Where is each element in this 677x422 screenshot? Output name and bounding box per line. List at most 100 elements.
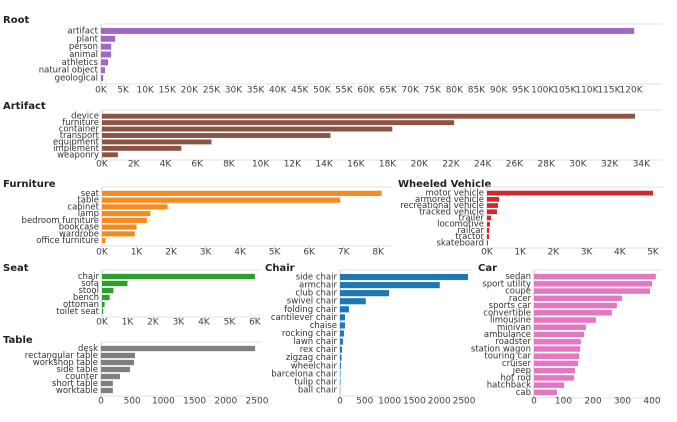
category-label: person <box>69 42 98 52</box>
category-label: tulip chair <box>294 377 337 387</box>
x-tick-label: 95K <box>512 86 530 96</box>
bar <box>102 126 393 132</box>
x-tick-label: 55K <box>335 86 353 96</box>
x-tick-label: 32K <box>601 160 619 170</box>
bar <box>102 231 135 237</box>
panel-title: Seat <box>3 263 29 274</box>
bar <box>487 209 497 215</box>
bar <box>534 288 650 294</box>
bar <box>102 204 168 210</box>
bar <box>101 359 135 366</box>
category-label: athletics <box>62 58 99 68</box>
bar <box>101 387 113 394</box>
x-tick-label: 25K <box>203 86 221 96</box>
panel-title: Chair <box>265 263 295 274</box>
x-tick-label: 100 <box>555 397 572 407</box>
x-tick-label: 6K <box>191 160 204 170</box>
category-label: trailer <box>459 214 485 224</box>
bar <box>340 338 343 345</box>
category-label: artifact <box>67 26 98 36</box>
x-tick-label: 500 <box>124 397 141 407</box>
bar <box>101 345 256 352</box>
x-tick-label: 2K <box>147 318 160 328</box>
x-tick-label: 24K <box>474 160 492 170</box>
bar <box>534 331 585 338</box>
category-label: workshop table <box>33 358 98 368</box>
x-tick-label: 40K <box>269 86 287 96</box>
category-label: sofa <box>81 279 99 289</box>
bar <box>534 338 581 345</box>
x-tick-label: 400 <box>643 397 660 407</box>
bar <box>534 367 575 374</box>
x-tick-label: 5K <box>117 86 130 96</box>
category-label: ambulance <box>484 330 531 340</box>
category-label: side chair <box>296 273 338 283</box>
bar <box>102 224 137 230</box>
category-label: jeep <box>512 366 531 376</box>
x-tick-label: 1K <box>514 248 527 258</box>
category-label: hatchback <box>487 381 531 391</box>
category-label: railcar <box>457 226 484 236</box>
x-tick-label: 45K <box>291 86 309 96</box>
x-tick-label: 0K <box>96 160 109 170</box>
x-tick-label: 0K <box>95 86 108 96</box>
x-tick-label: 120K <box>620 86 644 96</box>
bar <box>102 139 212 145</box>
x-tick-label: 8K <box>223 160 236 170</box>
bar <box>487 234 489 240</box>
bar <box>340 314 345 321</box>
bar <box>534 353 580 359</box>
bar <box>340 306 349 313</box>
category-label: armored vehicle <box>415 195 484 205</box>
x-tick-label: 200 <box>584 397 601 407</box>
bar <box>340 362 341 369</box>
x-tick-label: 8K <box>372 248 385 258</box>
bar <box>101 67 105 74</box>
bar <box>487 190 654 196</box>
x-tick-label: 2K <box>548 248 561 258</box>
x-tick-label: 90K <box>490 86 508 96</box>
category-label: plant <box>76 34 98 44</box>
bar <box>534 382 565 388</box>
bar <box>487 228 490 233</box>
panel-title: Furniture <box>3 179 56 190</box>
bar <box>102 211 151 217</box>
bar <box>102 217 147 223</box>
x-tick-label: 1000 <box>152 397 175 407</box>
category-label: cantilever chair <box>271 313 338 323</box>
category-label: cab <box>516 388 531 398</box>
x-tick-label: 5K <box>647 248 660 258</box>
bar <box>534 324 586 331</box>
category-label: weaponry <box>57 150 99 160</box>
x-tick-label: 70K <box>402 86 420 96</box>
bar <box>534 346 581 352</box>
bar <box>487 203 498 208</box>
x-tick-label: 15K <box>159 86 177 96</box>
category-label: cabinet <box>67 202 99 212</box>
x-tick-label: 10K <box>252 160 270 170</box>
x-tick-label: 1K <box>122 318 135 328</box>
x-tick-label: 4K <box>198 318 211 328</box>
category-label: ball chair <box>298 385 338 395</box>
x-tick-label: 4K <box>614 248 627 258</box>
category-label: tracked vehicle <box>419 207 484 217</box>
category-label: armchair <box>299 281 337 291</box>
bar <box>102 152 118 158</box>
bar <box>534 317 596 323</box>
x-tick-label: 18K <box>379 160 397 170</box>
category-label: ottoman <box>63 300 99 310</box>
x-tick-label: 26K <box>506 160 524 170</box>
category-label: rocking chair <box>282 329 338 339</box>
bar <box>534 389 558 396</box>
x-tick-label: 3K <box>581 248 594 258</box>
category-label: device <box>71 112 99 122</box>
category-label: animal <box>69 50 98 60</box>
bar <box>534 310 612 316</box>
x-tick-label: 20K <box>411 160 429 170</box>
x-tick-label: 60K <box>357 86 375 96</box>
bar <box>101 43 112 50</box>
category-label: convertible <box>483 308 531 318</box>
category-label: stool <box>78 286 99 296</box>
bar <box>102 133 331 138</box>
